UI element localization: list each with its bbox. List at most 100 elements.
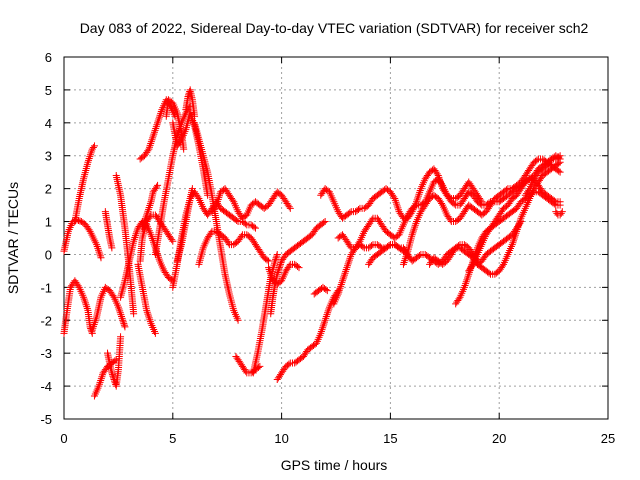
data-point [274,269,282,277]
series-arc-01 [60,216,105,262]
data-point [285,262,293,270]
y-tick-label: 1 [45,215,52,230]
data-point [385,242,393,250]
x-tick-label: 5 [169,431,176,446]
data-point [119,318,127,326]
series-arc-08 [112,171,138,318]
data-point [502,186,510,194]
series-arc-19 [191,119,242,324]
data-point [322,286,330,294]
data-point [273,252,281,260]
y-tick-label: 6 [45,50,52,65]
series-arc-18 [182,86,199,120]
data-point [256,362,264,370]
data-point [354,205,362,213]
series-arc-06 [104,333,125,390]
data-point [75,216,83,224]
y-tick-label: -5 [40,412,52,427]
series-arc-34 [426,241,481,268]
data-point [85,226,93,234]
y-tick-label: 4 [45,116,52,131]
data-point [169,237,177,245]
data-point [224,239,232,247]
data-point [273,270,281,278]
series-arc-16 [169,109,212,199]
series-arc-22 [208,185,294,222]
data-point [74,282,82,290]
data-point [556,168,564,176]
data-point [108,371,116,379]
data-point [130,310,138,318]
y-tick-label: 2 [45,182,52,197]
data-point [154,181,162,189]
data-point [191,112,199,120]
series-arc-28 [310,283,331,298]
data-point [251,224,259,232]
data-point [88,328,96,336]
data-point [233,216,241,224]
data-point [411,202,419,210]
y-tick-label: -3 [40,346,52,361]
data-point [346,242,354,250]
series [60,86,566,400]
data-point [250,223,258,231]
data-point [180,145,188,153]
series-arc-25 [265,260,303,288]
data-point [295,264,303,272]
data-point [485,269,493,277]
data-point [76,217,84,225]
data-point [275,265,283,273]
series-arc-13 [138,181,162,232]
ticks [63,56,609,420]
data-point [438,199,446,207]
data-point [368,242,376,250]
series-arc-21 [195,227,273,268]
data-point [168,236,176,244]
data-point [274,267,282,275]
x-tick-label: 0 [60,431,67,446]
data-point [276,262,284,270]
series-arc-32 [365,241,412,268]
data-point [415,252,423,260]
data-point [97,254,105,262]
series-arc-39 [552,208,566,219]
data-point [555,154,563,162]
data-point [498,262,506,270]
data-point [438,180,446,188]
data-point [556,201,564,209]
data-point [533,156,541,164]
plot-frame [63,56,609,420]
data-point [450,200,458,208]
data-point [516,219,524,227]
data-point [144,147,152,155]
data-point [90,142,98,150]
data-point [285,360,293,368]
data-point [468,262,476,270]
data-point [152,183,160,191]
x-axis-label: GPS time / hours [281,457,388,473]
series-arc-02 [71,142,98,226]
data-point [272,254,280,262]
data-point [294,263,302,271]
data-point [272,255,280,263]
data-point [286,204,294,212]
data-point [273,250,281,258]
data-point [476,200,484,208]
data-point [120,321,128,329]
data-point [120,320,128,328]
data-point [117,333,125,341]
y-tick-label: 0 [45,247,52,262]
x-tick-label: 10 [274,431,288,446]
data-point [321,218,329,226]
data-point [234,316,242,324]
tick-labels: 0 5 10 15 20 25 -5 -4 -3 -2 -1 0 1 2 3 4 5 6 [40,50,615,446]
data-point [455,242,463,250]
data-point [359,243,367,251]
y-tick-label: 5 [45,83,52,98]
series-arc-09 [117,218,177,301]
data-point [237,232,245,240]
data-point [151,329,159,337]
data-point [121,323,129,331]
data-point [108,369,116,377]
